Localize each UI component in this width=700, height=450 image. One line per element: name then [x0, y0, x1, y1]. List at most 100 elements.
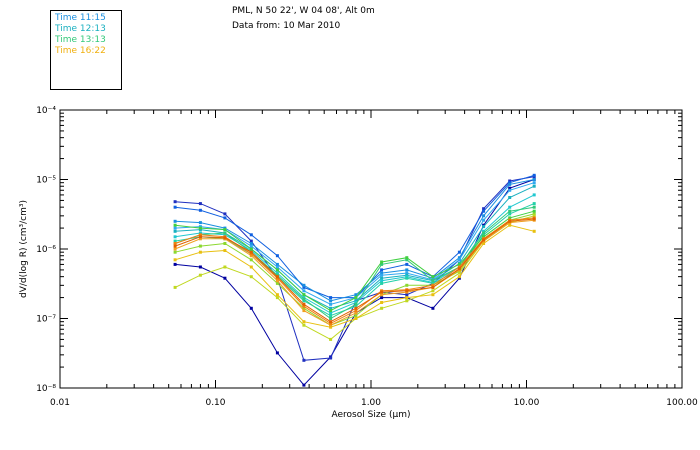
data-point [482, 214, 486, 218]
data-point [198, 273, 202, 277]
data-point [431, 281, 435, 285]
data-point [354, 296, 358, 300]
data-point [380, 301, 384, 304]
data-point [329, 314, 333, 318]
data-point [508, 179, 512, 183]
data-point [173, 244, 177, 248]
data-point [405, 258, 409, 262]
y-tick-label: 10⁻⁴ [36, 106, 56, 116]
data-point [198, 221, 202, 225]
data-point [508, 223, 512, 227]
series-group [173, 173, 536, 387]
data-point [173, 235, 177, 239]
data-point [380, 271, 384, 275]
data-point [457, 267, 461, 271]
data-point [275, 268, 279, 272]
data-point [380, 276, 384, 280]
data-point [223, 249, 227, 252]
data-point [431, 279, 435, 283]
data-point [508, 181, 512, 185]
data-point [380, 293, 384, 297]
data-point [249, 258, 253, 262]
data-point [173, 285, 177, 289]
series-s4 [173, 178, 536, 303]
data-point [354, 299, 358, 303]
data-point [405, 283, 409, 287]
data-point [173, 247, 177, 251]
data-point [532, 217, 536, 221]
x-tick-label: 0.01 [50, 398, 70, 408]
data-point [173, 242, 177, 245]
data-point [431, 283, 435, 287]
series-line [174, 215, 535, 340]
data-point [223, 216, 227, 220]
data-point [431, 306, 435, 310]
x-tick-label: 100.00 [666, 398, 698, 408]
data-point [173, 239, 177, 243]
data-point [302, 302, 306, 306]
data-point [457, 275, 461, 279]
data-point [532, 229, 536, 233]
data-point [482, 235, 486, 239]
y-axis-label: dV/d(log R) (cm³/cm³) [19, 200, 29, 298]
data-point [508, 209, 512, 213]
data-point [275, 296, 279, 300]
data-point [223, 236, 227, 240]
x-tick-label: 10.00 [514, 398, 540, 408]
data-point [532, 212, 536, 216]
data-point [302, 297, 306, 301]
data-point [275, 275, 279, 279]
data-point [173, 250, 177, 254]
data-point [405, 256, 409, 260]
data-point [482, 209, 486, 213]
data-point [405, 289, 409, 293]
data-point [508, 196, 512, 199]
data-point [249, 242, 253, 245]
data-point [249, 233, 253, 237]
data-point [198, 231, 202, 235]
data-point [223, 212, 227, 216]
data-point [532, 184, 536, 188]
data-point [380, 260, 384, 264]
data-point [482, 242, 486, 245]
data-point [249, 250, 253, 254]
data-point [198, 226, 202, 230]
data-point [223, 265, 227, 269]
data-point [457, 262, 461, 266]
data-point [457, 271, 461, 275]
data-point [431, 293, 435, 297]
data-point [275, 281, 279, 285]
y-tick-label: 10⁻⁵ [36, 176, 56, 186]
data-point [380, 262, 384, 266]
data-point [532, 209, 536, 213]
data-point [457, 258, 461, 262]
data-point [380, 296, 384, 300]
legend-entry-4: Time 16:22 [55, 46, 106, 56]
data-point [532, 181, 536, 185]
data-point [249, 244, 253, 248]
data-point [482, 229, 486, 233]
data-point [380, 306, 384, 310]
data-point [354, 293, 358, 297]
data-point [508, 205, 512, 209]
data-point [173, 223, 177, 227]
series-s9 [173, 205, 536, 320]
data-point [532, 178, 536, 181]
data-point [198, 244, 202, 248]
data-point [508, 216, 512, 220]
data-point [380, 268, 384, 272]
data-point [457, 256, 461, 260]
legend-entry-2: Time 12:13 [55, 24, 106, 34]
data-point [482, 231, 486, 235]
data-point [354, 302, 358, 306]
data-point [249, 265, 253, 269]
data-point [329, 356, 333, 360]
data-point [354, 301, 358, 304]
data-point [329, 299, 333, 303]
data-point [275, 293, 279, 297]
data-point [532, 173, 536, 177]
data-point [275, 279, 279, 283]
data-point [329, 302, 333, 306]
data-point [275, 271, 279, 275]
